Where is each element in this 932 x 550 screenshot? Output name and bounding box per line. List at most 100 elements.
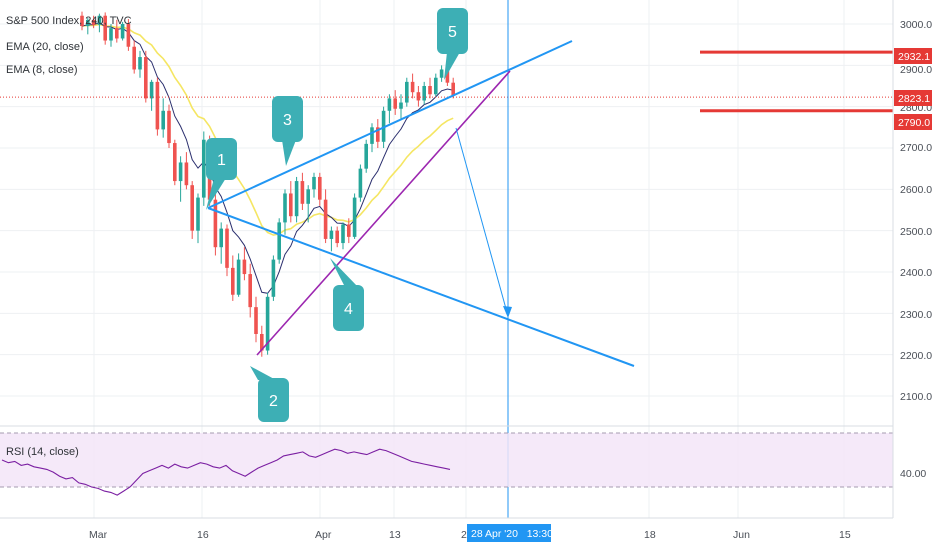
candle-layer [80, 11, 455, 357]
candle-body [323, 199, 328, 239]
price-badge-2790-label: 2790.0 [898, 117, 930, 129]
ema8-line [81, 22, 454, 294]
candle-body [103, 15, 107, 41]
lower-trendline [207, 207, 635, 367]
callout-number: 4 [344, 301, 353, 318]
candle-body [178, 162, 183, 182]
candle-body [254, 307, 258, 334]
rsi-tick: 40.00 [900, 468, 926, 480]
candle-body [451, 82, 455, 96]
time-tick: Jun [733, 529, 750, 541]
candle-body [376, 127, 380, 142]
time-tick: 16 [197, 529, 209, 541]
candle-body [399, 102, 403, 109]
callout-pointer [282, 140, 296, 166]
candle-body [300, 181, 305, 204]
candle-body [306, 189, 310, 204]
candle-body [271, 259, 276, 297]
time-tick: 15 [839, 529, 851, 541]
candle-body [144, 57, 148, 99]
price-badge-2823: 2823.1 [894, 90, 932, 106]
price-badge-2790-bg [894, 114, 932, 130]
price-tick: 2600.0 [900, 184, 932, 196]
rsi-line [1, 448, 451, 496]
callout-badge [333, 285, 364, 331]
candle-body [120, 24, 125, 39]
candle-body [242, 259, 247, 275]
time-cursor-badge: 28 Apr '20 13:30 [467, 524, 553, 542]
candle-body [422, 86, 426, 101]
time-cursor-badge-bg [467, 524, 551, 542]
callout-number: 5 [448, 24, 457, 41]
candle-body [277, 222, 281, 260]
candle-body [387, 98, 392, 111]
ema8-legend: EMA (8, close) [6, 64, 78, 76]
candle-body [149, 81, 154, 99]
candle-body [358, 168, 363, 198]
callout-number: 2 [269, 393, 278, 410]
price-badge-2932-bg [894, 48, 932, 64]
candle-body [219, 228, 223, 248]
price-tick: 2400.0 [900, 267, 932, 279]
time-tick: 18 [644, 529, 656, 541]
price-badge-2823-bg [894, 90, 932, 106]
candle-body [190, 185, 194, 231]
price-tick: 3000.0 [900, 19, 932, 31]
time-tick: 2 [461, 529, 467, 541]
candle-body [97, 15, 102, 25]
candle-body [434, 77, 438, 95]
candle-body [428, 86, 432, 95]
callout-badge [258, 378, 289, 422]
ema20-line [81, 23, 454, 236]
candle-body [213, 199, 218, 248]
candle-body [364, 143, 368, 169]
price-tick: 2100.0 [900, 391, 932, 403]
candle-body [294, 181, 299, 217]
candle-body [86, 19, 90, 27]
candle-body [173, 143, 177, 182]
price-badge-2932: 2932.1 [894, 48, 932, 64]
candle-body [265, 296, 270, 351]
candle-body [184, 162, 189, 186]
drawing-layer [0, 0, 893, 518]
rsi-band [0, 433, 893, 487]
time-cursor-label: 28 Apr '20 13:30 [471, 528, 553, 540]
callout-number: 3 [283, 112, 292, 129]
rsi-legend: RSI (14, close) [6, 446, 79, 458]
time-tick: Apr [315, 529, 332, 541]
price-badge-2823-label: 2823.1 [898, 93, 930, 105]
price-tick: 2300.0 [900, 309, 932, 321]
candle-body [283, 193, 287, 223]
candle-body [393, 98, 397, 109]
candle-body [236, 259, 241, 295]
candle-body [439, 69, 444, 78]
projection-arrow-line [455, 127, 509, 317]
projection-arrowhead [503, 306, 512, 318]
candle-body [289, 193, 293, 217]
candle-body [91, 19, 96, 25]
price-tick: 2500.0 [900, 226, 932, 238]
candle-body [329, 230, 334, 239]
candle-body [109, 28, 113, 41]
candle-body [231, 267, 235, 295]
candle-body [370, 127, 374, 144]
candle-body [155, 81, 160, 130]
grid-layer [0, 0, 893, 518]
callout-pointer [444, 52, 460, 80]
candle-body [248, 274, 252, 308]
price-tick: 2200.0 [900, 350, 932, 362]
price-tick: 2900.0 [900, 64, 932, 76]
ema20-legend: EMA (20, close) [6, 41, 84, 53]
candle-body [445, 69, 450, 83]
rsi-layer [0, 432, 893, 496]
support-line [256, 70, 511, 356]
candle-body [352, 197, 357, 237]
candle-body [126, 24, 131, 47]
candle-body [80, 15, 84, 27]
candle-body [167, 110, 171, 144]
ema-layer [81, 22, 454, 294]
candle-body [138, 57, 142, 70]
